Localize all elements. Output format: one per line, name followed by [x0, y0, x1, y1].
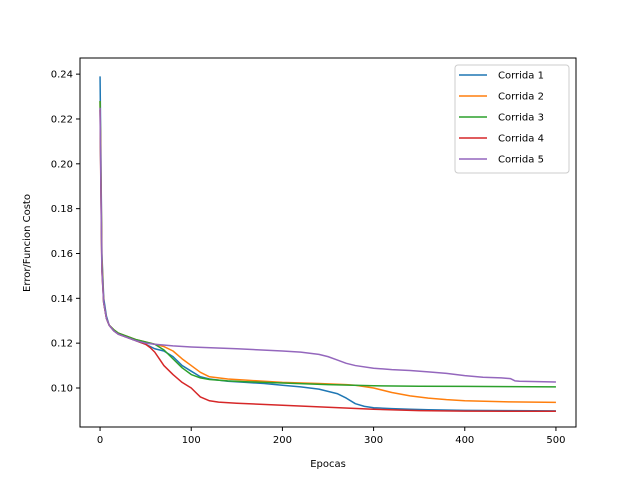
- y-tick-label: 0.10: [51, 383, 73, 394]
- y-tick-label: 0.12: [51, 339, 73, 350]
- plot-area-frame: [79, 57, 577, 428]
- y-tick-label: 0.18: [51, 204, 73, 215]
- y-tick-label: 0.20: [51, 159, 73, 170]
- series-layer: [99, 76, 556, 413]
- legend-entry-label: Corrida 5: [498, 155, 544, 166]
- series-line-corrida-5: [99, 107, 556, 383]
- legend-entry-label: Corrida 4: [498, 134, 544, 145]
- x-tick-label: 500: [546, 435, 565, 446]
- x-tick-label: 0: [97, 435, 103, 446]
- legend-entry-label: Corrida 2: [498, 92, 544, 103]
- x-tick-label: 400: [455, 435, 474, 446]
- legend: Corrida 1 Corrida 2 Corrida 3 Corrida 4 Corr…: [454, 64, 570, 174]
- y-axis: 0.10 0.12 0.14 0.16 0.18 0.20 0.22 0.24: [51, 70, 80, 394]
- y-axis-label: Error/Funcion Costo: [22, 194, 33, 292]
- x-axis: 0 100 200 300 400 500: [97, 427, 565, 446]
- x-tick-label: 300: [364, 435, 383, 446]
- y-tick-label: 0.24: [51, 70, 73, 81]
- x-tick-label: 200: [273, 435, 292, 446]
- y-tick-label: 0.22: [51, 114, 73, 125]
- y-tick-label: 0.14: [51, 294, 73, 305]
- legend-entry-label: Corrida 1: [498, 71, 544, 82]
- legend-frame: [454, 64, 570, 174]
- y-tick-label: 0.16: [51, 249, 73, 260]
- legend-entry-label: Corrida 3: [498, 113, 544, 124]
- x-axis-label: Epocas: [310, 459, 346, 470]
- x-tick-label: 100: [182, 435, 201, 446]
